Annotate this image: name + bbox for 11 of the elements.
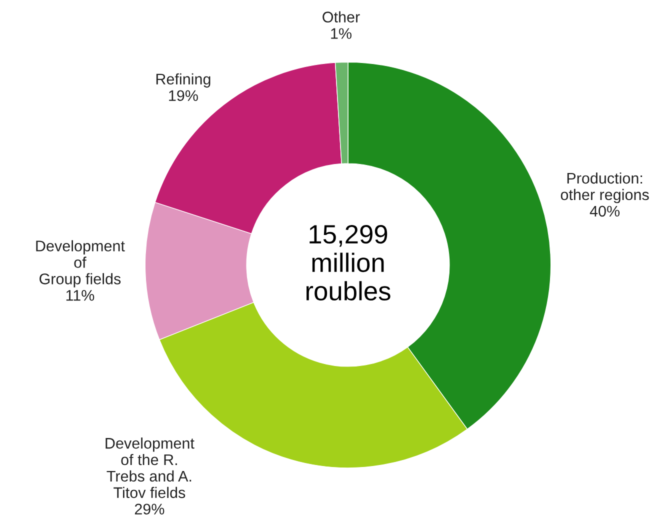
data-label: 40% — [590, 206, 620, 217]
text: 15,299 million roubles — [306, 224, 390, 301]
slice-label: Development of Group fields — [36, 240, 125, 288]
data-label: 11% — [66, 290, 94, 301]
slice-label: Development of the R. Trebs and A. Titov fields — [106, 437, 194, 498]
slice-label: Other — [322, 11, 360, 22]
slice-label: Production: other regions — [560, 172, 649, 204]
slice-label: Refining — [156, 73, 210, 88]
data-label: 29% — [134, 504, 164, 515]
data-label: 19% — [169, 90, 198, 102]
data-label: 1% — [331, 28, 352, 39]
